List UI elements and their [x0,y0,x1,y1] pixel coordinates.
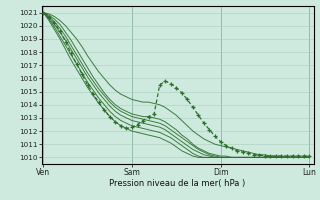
X-axis label: Pression niveau de la mer( hPa ): Pression niveau de la mer( hPa ) [109,179,246,188]
